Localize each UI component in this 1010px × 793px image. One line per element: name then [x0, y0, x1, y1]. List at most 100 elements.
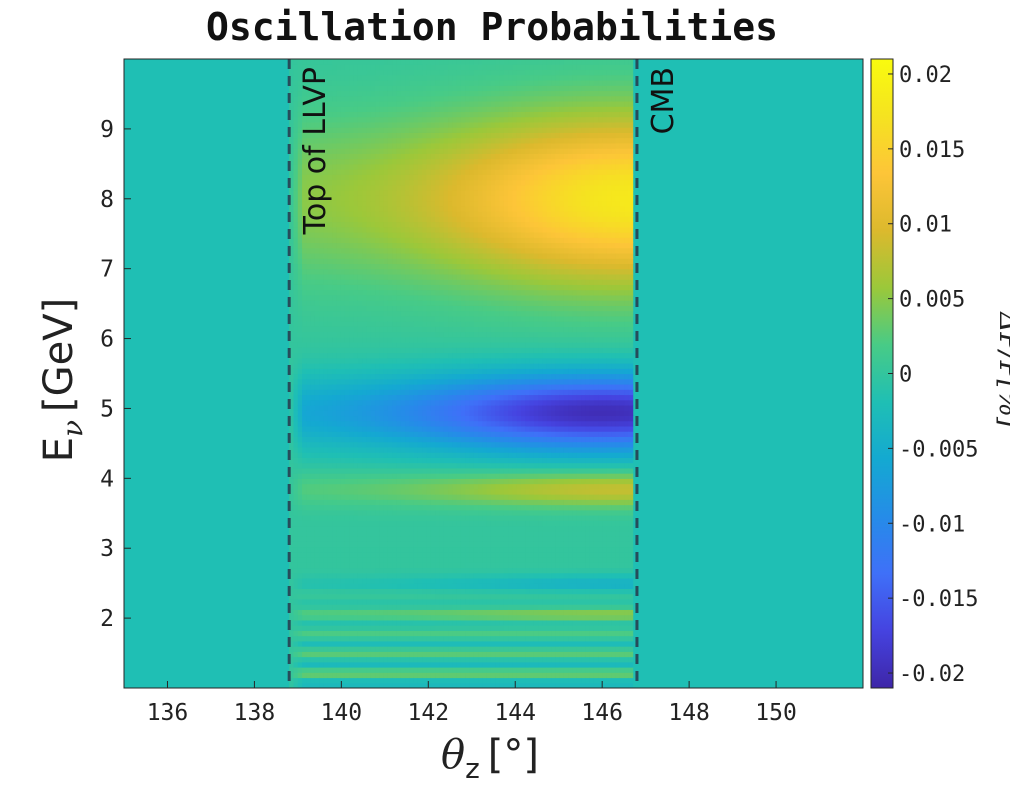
heatmap-cell	[336, 148, 342, 154]
heatmap-cell	[413, 609, 419, 616]
heatmap-cell	[353, 530, 359, 537]
heatmap-cell	[323, 169, 329, 175]
heatmap-cell	[405, 163, 410, 170]
heatmap-cell	[422, 331, 428, 338]
heatmap-cell	[310, 541, 316, 548]
heatmap-cell	[375, 315, 380, 322]
heatmap-cell	[443, 268, 449, 275]
heatmap-cell	[452, 635, 458, 642]
heatmap-cell	[310, 556, 316, 563]
heatmap-cell	[340, 488, 346, 495]
heatmap-cell	[439, 567, 445, 574]
heatmap-cell	[370, 651, 376, 658]
heatmap-cell	[306, 378, 312, 385]
heatmap-cell	[353, 635, 359, 642]
heatmap-cell	[289, 567, 295, 574]
heatmap-cell	[413, 420, 419, 427]
heatmap-cell	[430, 90, 436, 97]
heatmap-cell	[297, 640, 303, 647]
heatmap-cell	[310, 509, 316, 516]
heatmap-cell	[353, 373, 359, 380]
heatmap-cell	[340, 315, 346, 322]
heatmap-cell	[289, 441, 295, 448]
heatmap-cell	[460, 137, 466, 144]
heatmap-cell	[456, 494, 462, 500]
heatmap-cell	[417, 342, 423, 348]
heatmap-cell	[297, 394, 303, 401]
heatmap-cell	[349, 604, 355, 610]
heatmap-cell	[297, 520, 303, 527]
heatmap-cell	[310, 106, 316, 113]
heatmap-cell	[448, 148, 453, 154]
heatmap-cell	[370, 467, 376, 474]
heatmap-cell	[314, 205, 320, 212]
heatmap-cell	[310, 342, 316, 348]
heatmap-cell	[379, 174, 385, 181]
heatmap-cell	[357, 305, 363, 312]
heatmap-cell	[366, 174, 372, 181]
heatmap-cell	[435, 535, 441, 542]
heatmap-cell	[344, 258, 350, 265]
heatmap-cell	[362, 640, 368, 647]
heatmap-cell	[430, 588, 436, 595]
heatmap-cell	[323, 546, 329, 553]
heatmap-cell	[370, 200, 376, 207]
heatmap-cell	[336, 614, 342, 621]
heatmap-cell	[409, 441, 415, 448]
heatmap-cell	[405, 79, 410, 86]
heatmap-cell	[375, 399, 380, 406]
heatmap-cell	[349, 300, 355, 306]
heatmap-cell	[396, 294, 402, 301]
heatmap-cell	[460, 284, 466, 291]
heatmap-cell	[405, 383, 410, 390]
heatmap-cell	[306, 494, 312, 500]
heatmap-cell	[405, 420, 410, 427]
heatmap-cell	[413, 515, 419, 521]
heatmap-cell	[293, 284, 299, 291]
heatmap-cell	[417, 174, 423, 181]
heatmap-cell	[426, 352, 432, 359]
heatmap-cell	[392, 656, 398, 663]
heatmap-cell	[310, 436, 316, 443]
heatmap-cell	[366, 473, 372, 479]
heatmap-cell	[323, 488, 329, 495]
heatmap-cell	[293, 672, 299, 679]
heatmap-cell	[289, 609, 295, 616]
heatmap-cell	[392, 268, 398, 275]
heatmap-cell	[319, 651, 325, 658]
heatmap-cell	[349, 179, 355, 186]
heatmap-cell	[387, 604, 393, 610]
heatmap-cell	[366, 394, 372, 401]
heatmap-cell	[314, 252, 320, 259]
heatmap-cell	[422, 583, 428, 590]
heatmap-cell	[349, 546, 355, 553]
heatmap-cell	[357, 148, 363, 154]
heatmap-cell	[396, 509, 402, 516]
heatmap-cell	[353, 562, 359, 569]
heatmap-cell	[306, 258, 312, 265]
heatmap-cell	[366, 69, 372, 76]
heatmap-cell	[435, 399, 441, 406]
heatmap-cell	[387, 95, 393, 102]
heatmap-cell	[336, 583, 342, 590]
heatmap-cell	[396, 494, 402, 500]
heatmap-cell	[439, 100, 445, 107]
heatmap-cell	[366, 588, 372, 595]
heatmap-cell	[413, 567, 419, 574]
heatmap-cell	[417, 315, 423, 322]
heatmap-cell	[370, 79, 376, 86]
heatmap-cell	[405, 499, 410, 506]
heatmap-cell	[460, 169, 466, 175]
heatmap-cell	[319, 69, 325, 76]
heatmap-cell	[302, 174, 307, 181]
heatmap-cell	[362, 656, 368, 663]
heatmap-cell	[375, 604, 380, 610]
heatmap-cell	[362, 520, 368, 527]
heatmap-cell	[443, 436, 449, 443]
heatmap-cell	[387, 583, 393, 590]
heatmap-cell	[362, 562, 368, 569]
heatmap-cell	[297, 273, 303, 280]
heatmap-cell	[426, 284, 432, 291]
heatmap-cell	[357, 457, 363, 464]
heatmap-cell	[426, 336, 432, 343]
